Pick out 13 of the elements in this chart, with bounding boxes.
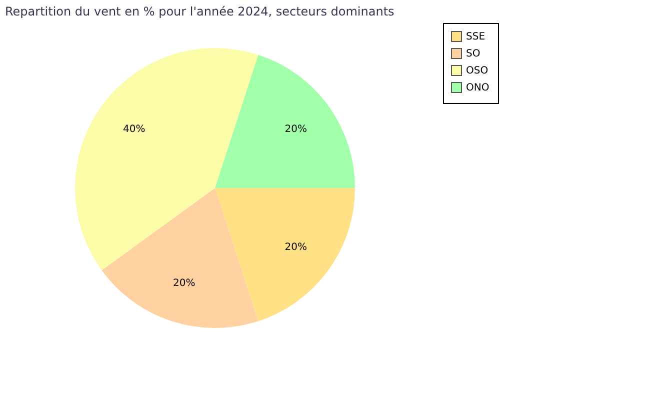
legend-label: SO	[466, 48, 480, 60]
legend-label: SSE	[466, 32, 486, 42]
pie-slice	[102, 188, 258, 328]
legend-label: ONO	[466, 82, 490, 94]
data-label: 40%	[122, 124, 146, 136]
data-label: 20%	[284, 124, 308, 136]
pie-slice	[215, 54, 355, 188]
pie-slice	[75, 48, 258, 270]
chart-title: Repartition du vent en % pour l'année 2024, secteurs dominants	[5, 4, 394, 18]
data-label: 20%	[172, 278, 196, 290]
legend-label: OSO	[466, 66, 488, 76]
pie-slice	[215, 188, 355, 322]
data-label: 20%	[284, 242, 308, 253]
